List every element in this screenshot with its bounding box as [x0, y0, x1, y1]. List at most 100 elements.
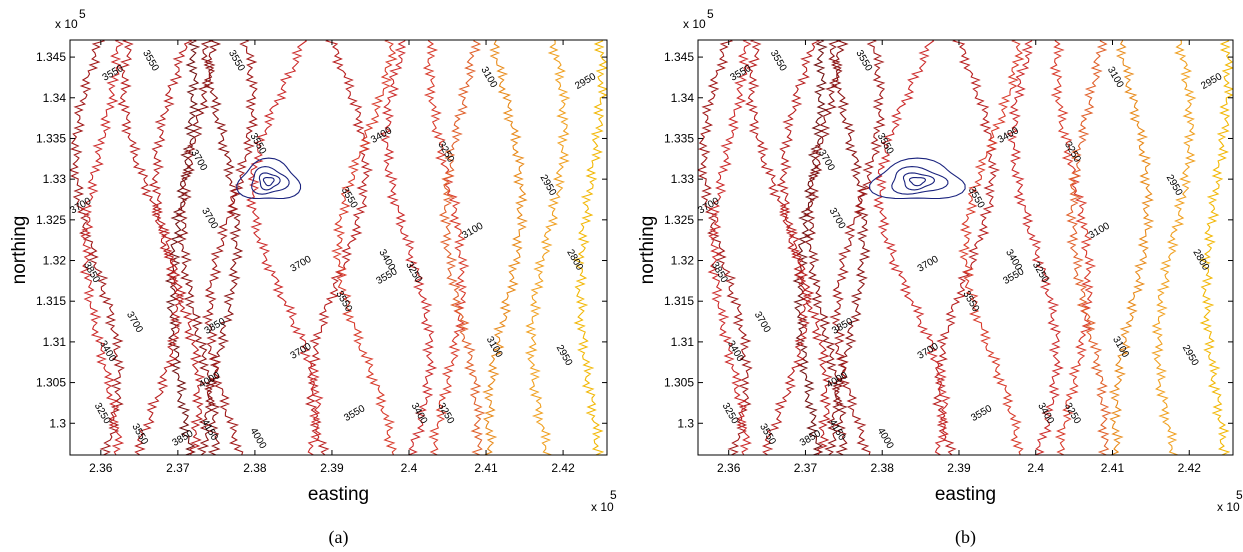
plot-frame — [697, 39, 1234, 456]
contour-label: 4150 — [827, 418, 848, 443]
contour-label: 3250 — [1030, 260, 1051, 285]
contour-label: 3550 — [342, 403, 367, 424]
x-axis-label: easting — [308, 484, 369, 505]
contour-label: 3700 — [289, 254, 314, 275]
contour-line — [1006, 40, 1064, 455]
contour-label: 2950 — [554, 343, 575, 368]
contour-line — [117, 40, 185, 455]
y-tick-label: 1.34 — [671, 91, 695, 105]
x-tick-label: 2.36 — [717, 461, 741, 475]
contour-line — [331, 40, 398, 455]
contour-label: 4150 — [199, 418, 220, 443]
contour-label: 3550 — [101, 63, 126, 84]
y-tick-label: 1.345 — [36, 50, 66, 64]
x-tick-label: 2.36 — [89, 461, 113, 475]
y-tick-label: 1.325 — [36, 213, 66, 227]
contour-line — [524, 40, 571, 455]
y-tick-label: 1.3 — [49, 416, 66, 430]
y-multiplier-exponent: 5 — [79, 7, 86, 21]
contour-line — [1151, 40, 1197, 455]
y-tick-label: 1.31 — [671, 335, 695, 349]
y-tick-label: 1.345 — [664, 50, 694, 64]
contour-label: 2950 — [1164, 173, 1185, 198]
y-tick-label: 1.305 — [36, 376, 66, 390]
contour-label: 3250 — [720, 401, 741, 426]
contour-line — [776, 40, 834, 455]
y-tick-label: 1.31 — [43, 335, 67, 349]
contour-line — [79, 40, 125, 455]
y-tick-label: 1.335 — [36, 131, 66, 145]
contour-label: 3100 — [1087, 220, 1112, 241]
x-multiplier-exponent: 5 — [610, 488, 617, 502]
contour-label: 3550 — [140, 48, 161, 73]
panel: 3550 3550 3550 3400 3250 3100 2950 3550 3700 3700… — [9, 7, 617, 548]
x-tick-label: 2.37 — [794, 461, 818, 475]
contour-label: 3550 — [129, 422, 150, 447]
x-tick-label: 2.4 — [401, 461, 418, 475]
contour-line — [1065, 40, 1112, 455]
x-tick-label: 2.37 — [166, 461, 190, 475]
contour-line — [958, 40, 1025, 455]
y-tick-label: 1.3 — [677, 416, 694, 430]
x-tick-label: 2.42 — [1178, 461, 1202, 475]
contour-label: 3550 — [966, 185, 987, 210]
contour-label: 3100 — [484, 335, 505, 360]
panel: 3550 3550 3550 3400 3250 3100 2950 3550 3700 3700… — [637, 7, 1243, 548]
contour-line — [438, 40, 486, 455]
x-tick-label: 2.38 — [243, 461, 267, 475]
contour-label: 3850 — [798, 428, 823, 449]
contour-label: 3700 — [752, 310, 773, 335]
y-tick-label: 1.32 — [43, 254, 67, 268]
contour-label: 2950 — [573, 71, 598, 92]
contour-line — [164, 40, 201, 455]
contour-label: 3550 — [757, 422, 778, 447]
contour-label: 4000 — [875, 426, 896, 451]
contour-line — [201, 40, 259, 455]
contour-label: 2950 — [1199, 71, 1224, 92]
contour-line — [245, 40, 324, 455]
x-multiplier-exponent: 5 — [1236, 488, 1243, 502]
contour-line — [745, 40, 812, 455]
feature-contour — [251, 166, 290, 195]
y-axis-label: northing — [9, 216, 30, 285]
contour-label: 3250 — [403, 260, 424, 285]
contour-line — [70, 40, 125, 455]
y-tick-label: 1.315 — [36, 294, 66, 308]
y-tick-label: 1.32 — [671, 254, 695, 268]
caption: (b) — [955, 527, 976, 548]
y-multiplier-exponent: 5 — [707, 7, 714, 21]
contour-label: 3550 — [969, 403, 994, 424]
feature-contour — [908, 177, 926, 187]
contour-label: 3700 — [916, 341, 941, 362]
contour-label: 3700 — [199, 206, 220, 231]
contour-label: 2950 — [537, 173, 558, 198]
y-tick-label: 1.34 — [43, 91, 67, 105]
feature-contour — [262, 177, 275, 187]
contour-label: 3550 — [339, 185, 360, 210]
contour-label: 3400 — [725, 339, 746, 364]
x-tick-label: 2.42 — [551, 461, 575, 475]
contour-line — [196, 40, 244, 455]
y-tick-label: 1.335 — [664, 131, 694, 145]
contour-label: 3400 — [409, 401, 430, 426]
contour-label: 3400 — [97, 339, 118, 364]
y-tick-label: 1.33 — [43, 172, 67, 186]
contour-label: 3850 — [170, 428, 195, 449]
contour-label: 3700 — [827, 206, 848, 231]
contour-label: 3550 — [853, 48, 874, 73]
contour-label: 3700 — [289, 341, 314, 362]
contour-label: 3550 — [333, 289, 354, 314]
contour-label: 3100 — [478, 65, 499, 90]
contour-line — [573, 40, 607, 455]
y-tick-label: 1.33 — [671, 172, 695, 186]
contour-line — [304, 40, 374, 455]
feature-contour — [891, 166, 949, 195]
x-tick-label: 2.41 — [474, 461, 498, 475]
contour-label: 3700 — [124, 310, 145, 335]
contour-line — [707, 40, 752, 455]
y-tick-label: 1.315 — [664, 294, 694, 308]
y-axis-label: northing — [637, 216, 658, 285]
contour-line — [1199, 40, 1233, 455]
feature-contour — [258, 172, 281, 191]
contour-line — [803, 40, 849, 455]
